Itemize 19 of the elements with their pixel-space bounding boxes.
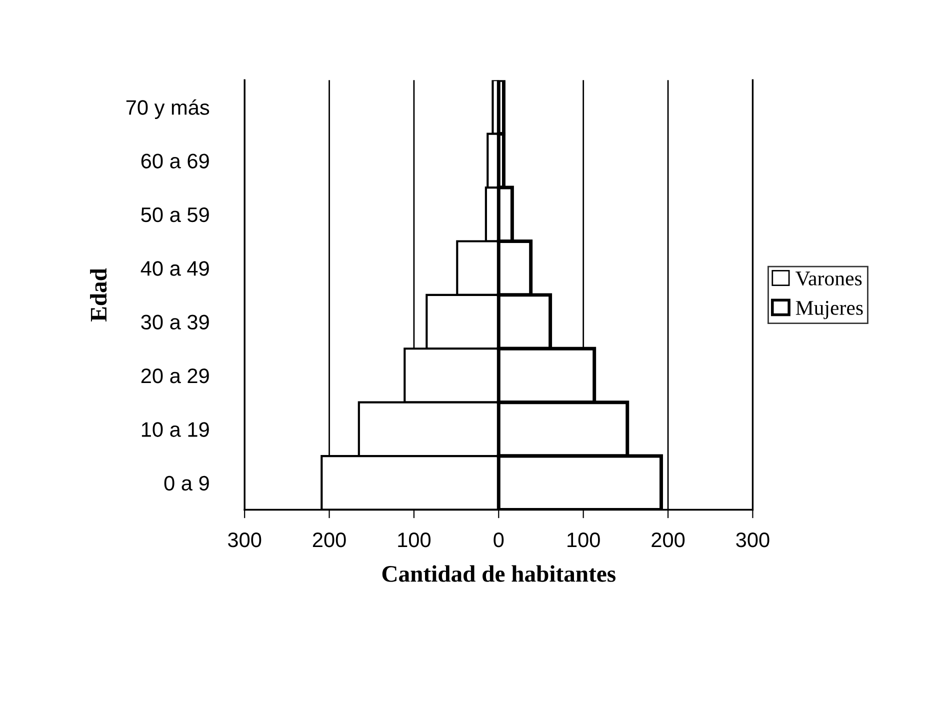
legend-label: Mujeres xyxy=(796,300,863,320)
y-tick-label: 20 a 29 xyxy=(141,368,209,384)
y-tick-label: 60 a 69 xyxy=(141,154,209,168)
x-tick-label: 200 xyxy=(652,532,685,548)
x-tick-label: 200 xyxy=(312,532,346,548)
x-tick-label: 100 xyxy=(568,532,600,548)
y-tick-label: 70 y más xyxy=(126,99,210,119)
y-tick-label: 50 a 59 xyxy=(141,207,209,222)
y-tick-label: 40 a 49 xyxy=(140,261,209,276)
x-tick-label: 300 xyxy=(736,532,770,548)
y-tick-label: 30 a 39 xyxy=(141,314,209,330)
x-tick-label: 0 xyxy=(494,532,504,548)
x-tick-label: 300 xyxy=(228,532,262,548)
y-tick-label: 0 a 9 xyxy=(164,476,209,491)
legend-label: Varones xyxy=(796,272,862,286)
y-axis-title: Edad xyxy=(90,268,107,322)
x-axis-title: Cantidad de habitantes xyxy=(382,565,616,582)
x-tick-label: 100 xyxy=(398,532,431,548)
y-tick-label: 10 a 19 xyxy=(142,422,209,437)
